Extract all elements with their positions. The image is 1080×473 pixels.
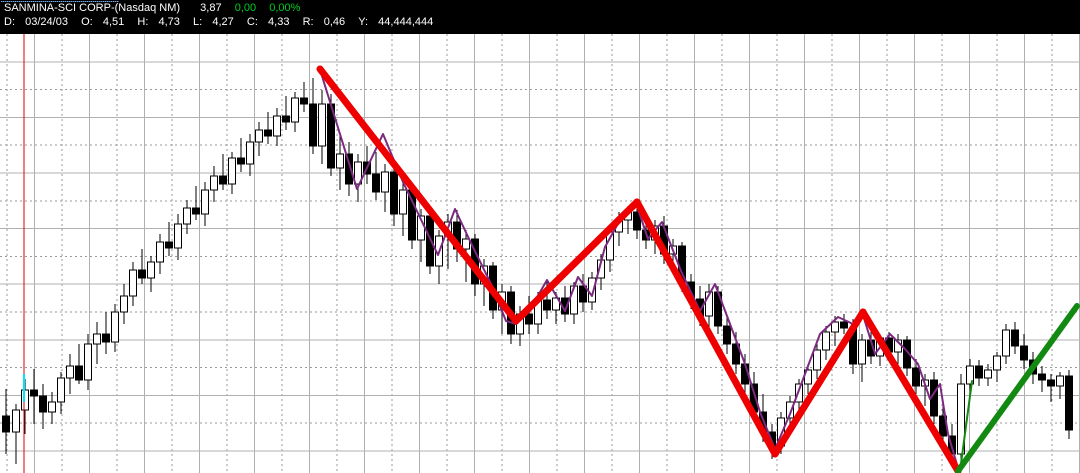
grid-layer <box>0 34 1080 473</box>
low-label: L: <box>193 16 203 28</box>
high-label: H: <box>137 16 149 28</box>
close-label: C: <box>246 16 258 28</box>
price-chart[interactable] <box>0 32 1080 473</box>
open-label: O: <box>81 16 93 28</box>
volume-label: Y: <box>358 16 369 28</box>
symbol-name[interactable]: SANMINA-SCI CORP-(Nasdaq NM) <box>4 2 181 14</box>
date-value: 03/24/03 <box>25 16 68 28</box>
low-value: 4,27 <box>212 16 234 28</box>
quote-line: SANMINA-SCI CORP-(Nasdaq NM) 3,87 0,00 0… <box>4 2 300 15</box>
zigzag-indicator-layer <box>321 75 959 469</box>
date-label: D: <box>4 16 15 28</box>
range-label: R: <box>302 16 314 28</box>
price-change-percent: 0,00% <box>269 2 301 14</box>
ohlc-line: D: 03/24/03 O: 4,51 H: 4,73 L: 4,27 C: 4… <box>4 16 433 29</box>
price-change: 0,00 <box>234 2 257 14</box>
title-strip-dots <box>1 1 119 2</box>
cursor-layer <box>23 34 25 473</box>
quote-header: SANMINA-SCI CORP-(Nasdaq NM) 3,87 0,00 0… <box>0 0 1080 32</box>
close-value: 4,33 <box>268 16 290 28</box>
trendline-layer[interactable] <box>0 34 1080 473</box>
plot-area[interactable] <box>0 34 1080 473</box>
last-price: 3,87 <box>200 2 222 14</box>
range-value: 0,46 <box>323 16 346 28</box>
high-value: 4,73 <box>158 16 180 28</box>
open-value: 4,51 <box>102 16 125 28</box>
title-strip <box>0 0 1080 3</box>
volume-value: 44,444,444 <box>378 16 434 28</box>
